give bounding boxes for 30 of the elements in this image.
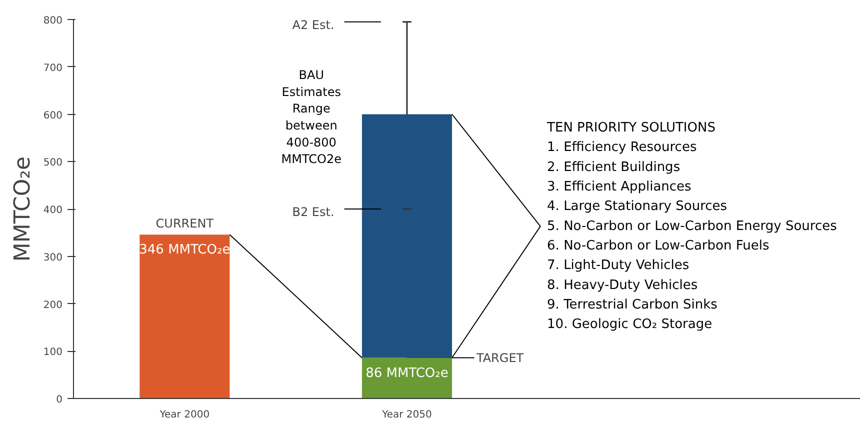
text: 2. Efficient Buildings — [547, 160, 680, 175]
text: TEN PRIORITY SOLUTIONS — [546, 120, 716, 136]
text: 1. Efficiency Resources — [547, 140, 697, 156]
y-tick-label: 300 — [43, 252, 63, 264]
y-tick-label: 500 — [43, 158, 63, 169]
y-tick-label: 200 — [43, 300, 63, 311]
annotation: B2 Est. — [292, 205, 334, 219]
text: 9. Terrestrial Carbon Sinks — [547, 297, 718, 312]
x-tick-label: Year 2050 — [381, 410, 432, 420]
text: 5. No-Carbon or Low-Carbon Energy Sources — [547, 218, 838, 234]
y-tick-label: 100 — [43, 347, 63, 358]
y-tick-label: 700 — [43, 62, 63, 74]
data-label: 346 MMTCO₂e — [139, 242, 230, 258]
y-tick-label: 800 — [43, 16, 63, 26]
data-label: 86 MMTCO₂e — [366, 366, 448, 381]
annotation: A2 Est. — [292, 18, 334, 32]
y-tick-label: 400 — [43, 205, 63, 216]
text: 3. Efficient Appliances — [547, 179, 692, 194]
annotation: CURRENT — [156, 216, 214, 231]
text: 4. Large Stationary Sources — [547, 199, 728, 214]
x-tick-label: Year 2000 — [158, 410, 210, 420]
y-axis-title: MMTCO₂e — [10, 156, 36, 262]
text: 8. Heavy-Duty Vehicles — [547, 278, 698, 293]
text: 7. Light-Duty Vehicles — [547, 258, 690, 274]
annotation: BAU Estimates Range between 400-800 MMTCO2e — [281, 68, 342, 166]
y-tick-label: 600 — [43, 110, 63, 122]
annotation: TARGET — [475, 350, 524, 365]
text: 6. No-Carbon or Low-Carbon Fuels — [547, 238, 770, 254]
text: 10. Geologic CO₂ Storage — [547, 317, 712, 332]
y-tick-label: 0 — [56, 394, 63, 406]
